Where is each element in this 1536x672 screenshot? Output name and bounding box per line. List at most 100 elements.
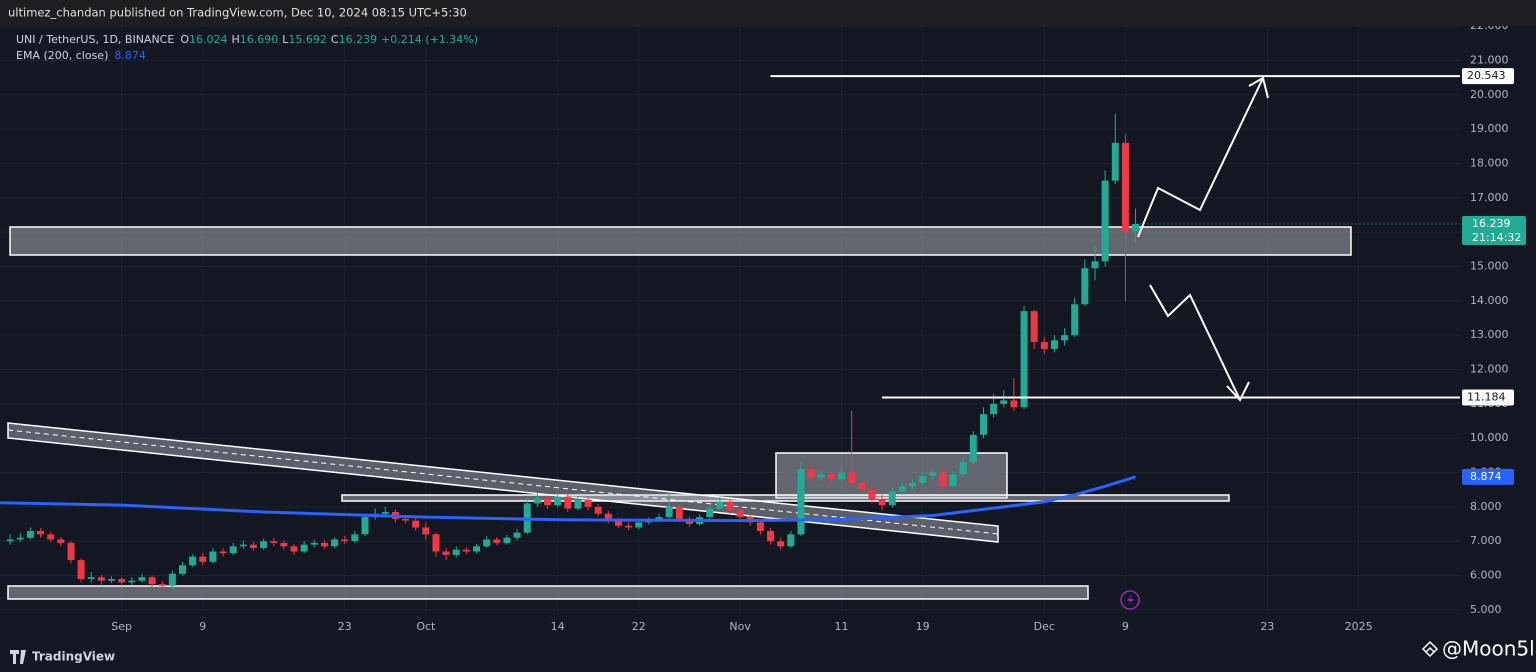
candle-body xyxy=(412,520,420,528)
candle-body xyxy=(179,565,186,574)
candle-body xyxy=(533,498,541,504)
candle-body xyxy=(858,482,866,490)
candle-body xyxy=(87,577,95,579)
legend-text: 15.692 xyxy=(288,33,327,46)
watermark-logo xyxy=(1421,640,1439,658)
legend-text: 16.024 xyxy=(189,33,228,46)
candle-body xyxy=(47,534,55,540)
channel-midline xyxy=(7,429,999,535)
x-tick-label: 2025 xyxy=(1345,620,1373,633)
alert-bolt[interactable] xyxy=(1127,594,1134,606)
candle-body xyxy=(432,534,440,552)
candle-body xyxy=(756,522,764,531)
candle-body xyxy=(493,539,501,543)
candle-body xyxy=(26,530,34,538)
x-tick-label: 9 xyxy=(199,620,206,633)
x-tick-label: 14 xyxy=(551,620,565,633)
candle-body xyxy=(949,474,957,487)
candle-body xyxy=(260,541,268,549)
legend-text: 8.874 xyxy=(114,49,146,62)
candle-body xyxy=(584,499,592,507)
candle-body xyxy=(1101,180,1109,262)
candle-body xyxy=(1020,311,1028,408)
candle-body xyxy=(402,518,410,521)
candle-body xyxy=(807,469,815,478)
candle-body xyxy=(939,472,947,487)
ema-tag xyxy=(1462,468,1514,485)
candle-body xyxy=(1081,268,1089,305)
zone xyxy=(7,585,1089,600)
candle-body xyxy=(1091,261,1099,269)
legend-text: EMA (200, close) xyxy=(16,49,108,62)
candle-body xyxy=(909,482,916,487)
brand: TradingView xyxy=(32,650,115,664)
candle-body xyxy=(1111,142,1119,181)
level-tag xyxy=(1462,389,1514,406)
candle-body xyxy=(544,498,551,506)
x-tick-label: 22 xyxy=(632,620,646,633)
x-tick-label: 9 xyxy=(1122,620,1129,633)
candle-body xyxy=(594,506,602,514)
candle-body xyxy=(16,537,24,540)
candle-body xyxy=(108,578,116,581)
countdown: 21:14:32 xyxy=(1472,231,1521,244)
arrow-up xyxy=(1137,77,1264,238)
x-tick-label: 23 xyxy=(1260,620,1274,633)
legend-text: O xyxy=(180,33,189,46)
legend-text: C xyxy=(331,33,339,46)
candle-body xyxy=(57,539,65,543)
candle-body xyxy=(797,469,805,535)
arrow-head xyxy=(1226,381,1250,402)
candle-body xyxy=(1000,400,1008,404)
candle-body xyxy=(564,496,572,509)
candle-body xyxy=(1071,304,1079,336)
legend-text: H xyxy=(231,33,239,46)
candle-body xyxy=(979,414,987,435)
candle-body xyxy=(726,501,734,511)
y-tick-label: 10.000 xyxy=(1470,431,1509,444)
candle-body xyxy=(320,542,328,547)
candle-body xyxy=(199,556,207,562)
zone xyxy=(9,226,1352,256)
arrow-down xyxy=(1149,284,1241,401)
y-tick-label: 13.000 xyxy=(1470,328,1509,341)
legend-text: UNI / TetherUS, 1D, BINANCE xyxy=(16,33,174,46)
y-tick-label: 20.000 xyxy=(1470,88,1509,101)
ema-label: 8.874 xyxy=(1470,470,1502,483)
candle-body xyxy=(452,549,460,555)
footer xyxy=(0,640,1536,672)
y-tick-label: 12.000 xyxy=(1470,363,1509,376)
candle-body xyxy=(331,539,339,547)
candle-body xyxy=(6,539,14,542)
candle-body xyxy=(777,541,785,547)
candle-body xyxy=(361,517,369,535)
zone xyxy=(341,494,1230,502)
legend-text: 16.690 xyxy=(240,33,279,46)
candle-body xyxy=(97,577,105,581)
candle-body xyxy=(625,525,633,528)
candle-body xyxy=(1030,311,1038,343)
publisher: ultimez_chandan published on TradingView… xyxy=(8,6,467,20)
alert-icon[interactable] xyxy=(1120,590,1140,610)
y-tick-label: 15.000 xyxy=(1470,259,1509,272)
candle-body xyxy=(422,527,430,535)
candle-body xyxy=(675,506,683,519)
candle-body xyxy=(37,530,45,535)
alert-ring[interactable] xyxy=(1120,590,1140,610)
candle-body xyxy=(878,499,886,506)
legend-text: 16.239 xyxy=(339,33,378,46)
candle-body xyxy=(158,584,166,586)
candle-body xyxy=(767,530,775,542)
y-tick-label: 8.000 xyxy=(1470,500,1502,513)
candle-body xyxy=(1121,142,1129,232)
y-tick-label: 5.000 xyxy=(1470,603,1502,616)
y-tick-label: 7.000 xyxy=(1470,534,1502,547)
candle-body xyxy=(1132,223,1140,232)
candle-body xyxy=(990,403,998,415)
candle-body xyxy=(604,513,612,521)
candle-body xyxy=(310,542,318,545)
level-label: 11.184 xyxy=(1467,391,1506,404)
candle-body xyxy=(219,551,227,554)
candle-body xyxy=(280,542,288,547)
y-tick-label: 17.000 xyxy=(1470,191,1509,204)
